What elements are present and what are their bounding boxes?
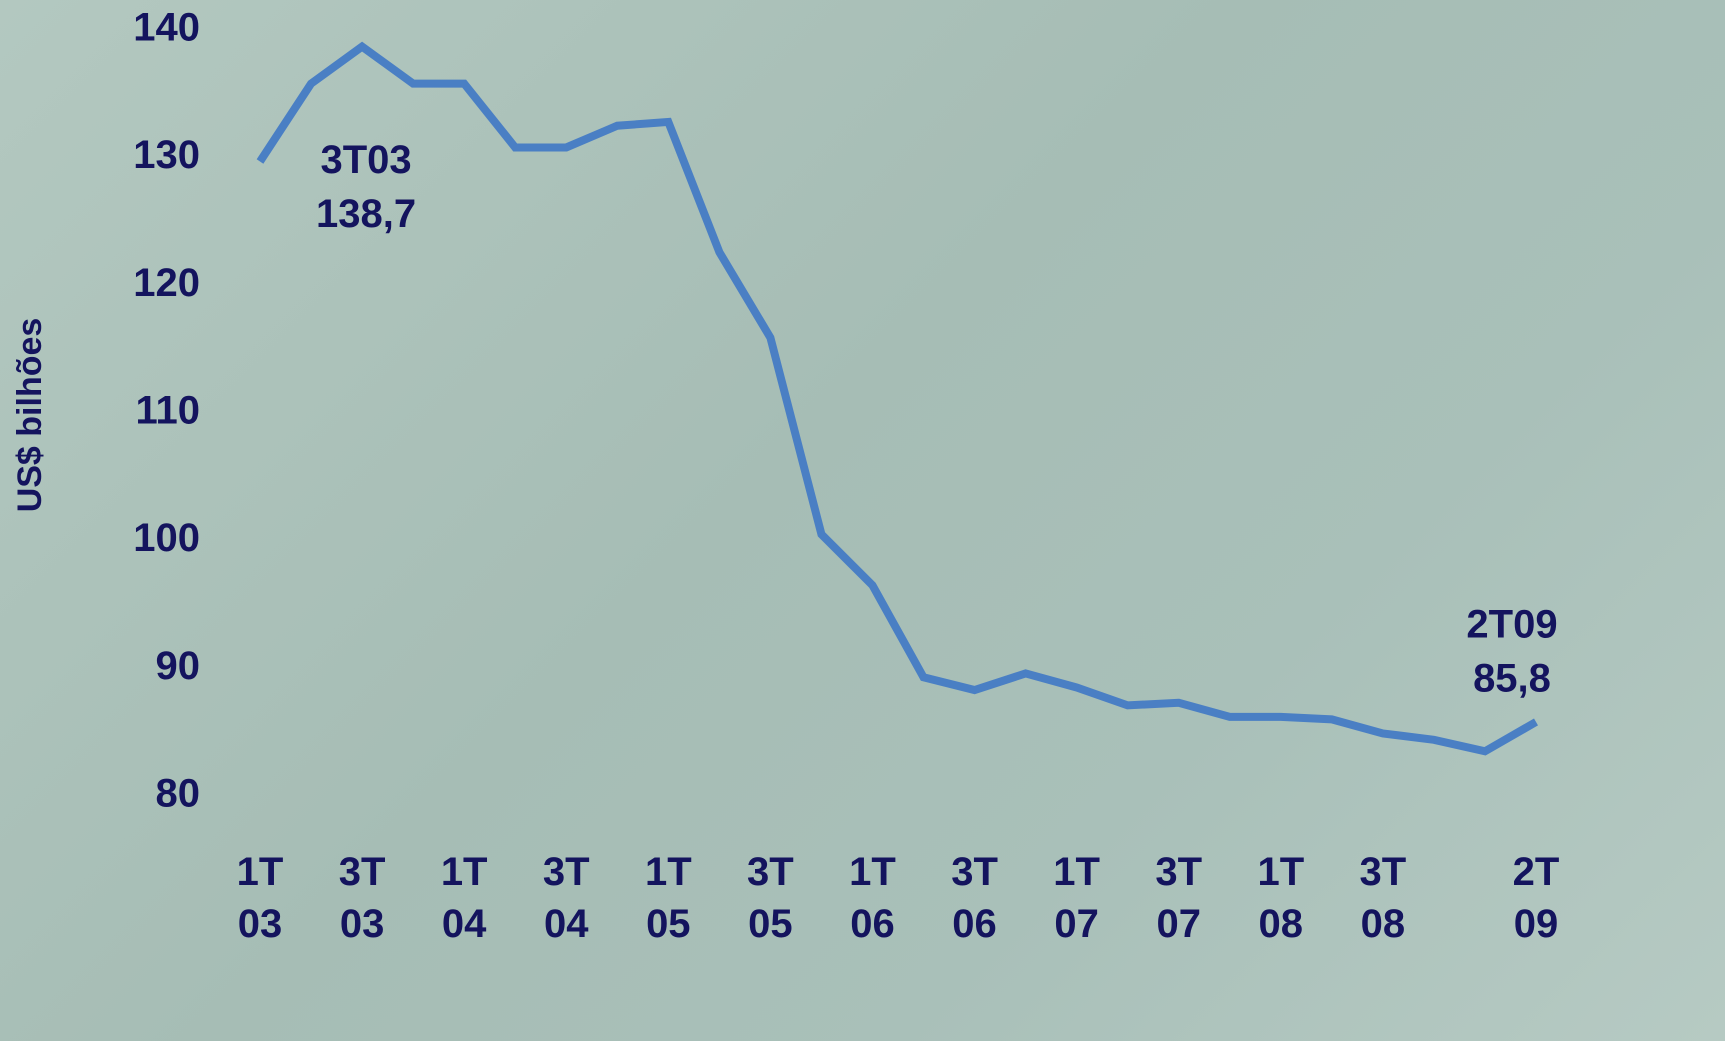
y-tick-label: 140 [133,6,200,50]
y-tick-label: 110 [135,389,200,433]
x-tick-label: 3T 07 [1144,846,1214,950]
x-tick-label: 2T 09 [1501,846,1571,950]
y-tick-label: 120 [133,261,200,305]
line [260,47,1536,752]
x-tick-label: 3T 04 [531,846,601,950]
x-tick-label: 3T 05 [735,846,805,950]
y-axis-label: US$ bilhões [11,318,49,513]
x-tick-label: 1T 05 [633,846,703,950]
y-tick-label: 100 [133,516,200,560]
value-label: 138,7 [316,192,416,236]
x-tick-label: 3T 03 [327,846,397,950]
y-tick-label: 90 [156,644,201,688]
y-tick-label: 130 [133,133,200,177]
point-label: 3T03 [320,138,411,182]
value-label: 85,8 [1473,657,1551,701]
x-tick-label: 3T 06 [940,846,1010,950]
y-tick-label: 80 [156,772,201,816]
x-tick-label: 1T 03 [225,846,295,950]
point-label: 2T09 [1466,603,1557,647]
x-tick-label: 3T 08 [1348,846,1418,950]
chart: US$ bilhões 80 90 100 110 120 130 140 3T03 138,7… [0,0,1725,1041]
x-tick-label: 1T 07 [1042,846,1112,950]
x-tick-label: 1T 08 [1246,846,1316,950]
x-tick-label: 1T 06 [837,846,907,950]
x-tick-label: 1T 04 [429,846,499,950]
